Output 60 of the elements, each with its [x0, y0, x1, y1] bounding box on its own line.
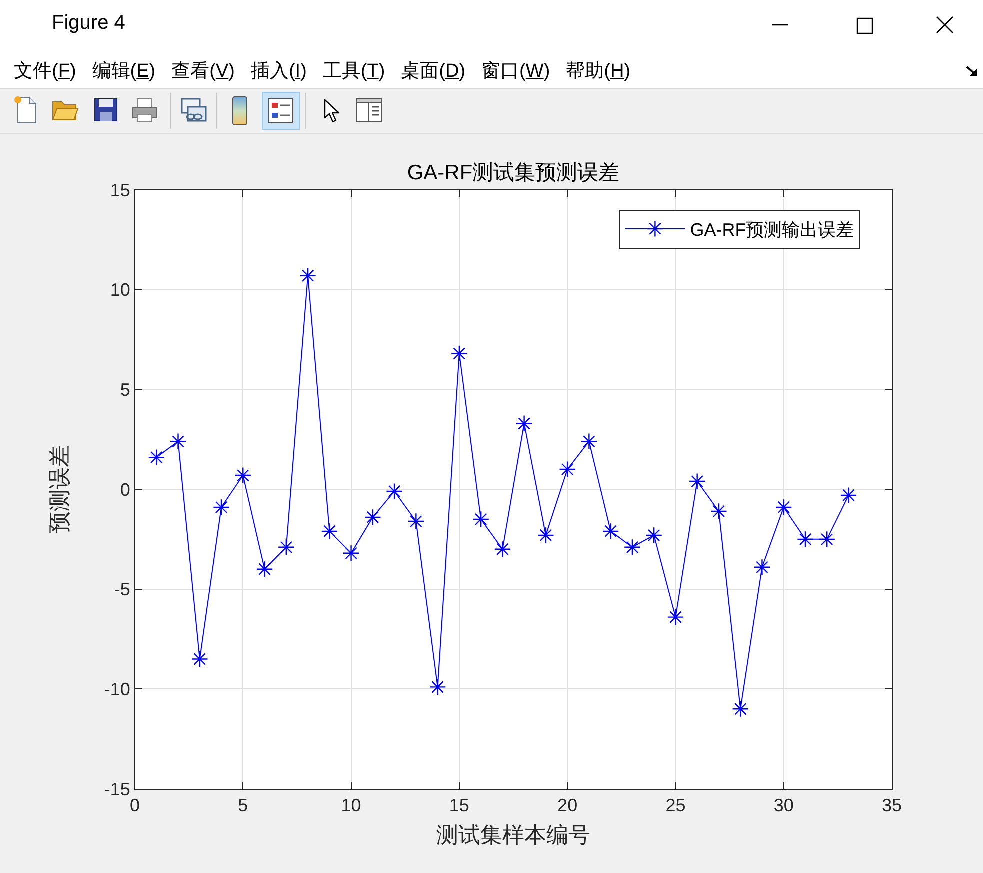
point: [494, 541, 512, 558]
text: 帮助(H): [566, 61, 631, 82]
point: [213, 499, 230, 516]
point: [559, 461, 576, 478]
point: [451, 345, 468, 362]
text: 插入(I): [250, 61, 307, 82]
x-axis-title: 测试集样本编号: [436, 822, 590, 848]
point: [624, 539, 641, 556]
point: [646, 527, 662, 544]
y-tick-label: 5: [120, 380, 130, 400]
x-tick-label: 30: [774, 796, 794, 816]
y-tick-label: -10: [104, 679, 130, 700]
caption: Figure 4: [52, 12, 126, 35]
text: 工具(T): [322, 61, 386, 82]
point: [840, 487, 858, 504]
text: 查看(V): [172, 61, 235, 82]
point: [797, 531, 814, 548]
y-tick-label: 15: [110, 180, 130, 200]
point: [321, 523, 338, 540]
x-tick-label: 5: [238, 796, 248, 816]
x-tick-label: 25: [666, 796, 686, 816]
x-tick-label: 20: [558, 796, 578, 816]
point: [580, 433, 598, 450]
point: [667, 608, 684, 626]
point: [538, 527, 554, 544]
point: [342, 544, 360, 562]
point: [148, 449, 166, 466]
chart-title: GA-RF测试集预测误差: [407, 161, 620, 184]
x-tick-label: 15: [449, 796, 470, 816]
point: [710, 503, 728, 520]
point: [191, 650, 208, 668]
point: [386, 483, 403, 500]
y-tick-label: 0: [120, 480, 130, 500]
text: 编辑(E): [92, 61, 156, 82]
point: [408, 513, 425, 530]
point: [472, 511, 490, 528]
x-tick-label: 10: [341, 796, 362, 816]
point: [170, 433, 187, 450]
point: [602, 523, 620, 540]
point: [429, 678, 446, 696]
point: [732, 700, 749, 718]
point: [300, 267, 316, 284]
point: [818, 531, 836, 548]
point: [516, 415, 533, 432]
point: [688, 473, 706, 490]
point: [278, 539, 295, 556]
point: [256, 560, 274, 578]
y-tick-label: -5: [114, 580, 130, 600]
text: 文件(F): [14, 61, 76, 82]
y-axis-title: 预测误差: [47, 446, 72, 534]
text: 窗口(W): [482, 61, 550, 82]
point: [234, 467, 252, 484]
point: [364, 509, 382, 526]
y-tick-label: -15: [104, 779, 130, 800]
text: 桌面(D): [401, 61, 466, 82]
x-tick-label: 35: [882, 796, 902, 816]
legend-label: GA-RF预测输出误差: [690, 220, 854, 240]
point: [775, 499, 792, 516]
point: [754, 558, 771, 576]
y-tick-label: 10: [110, 280, 130, 300]
